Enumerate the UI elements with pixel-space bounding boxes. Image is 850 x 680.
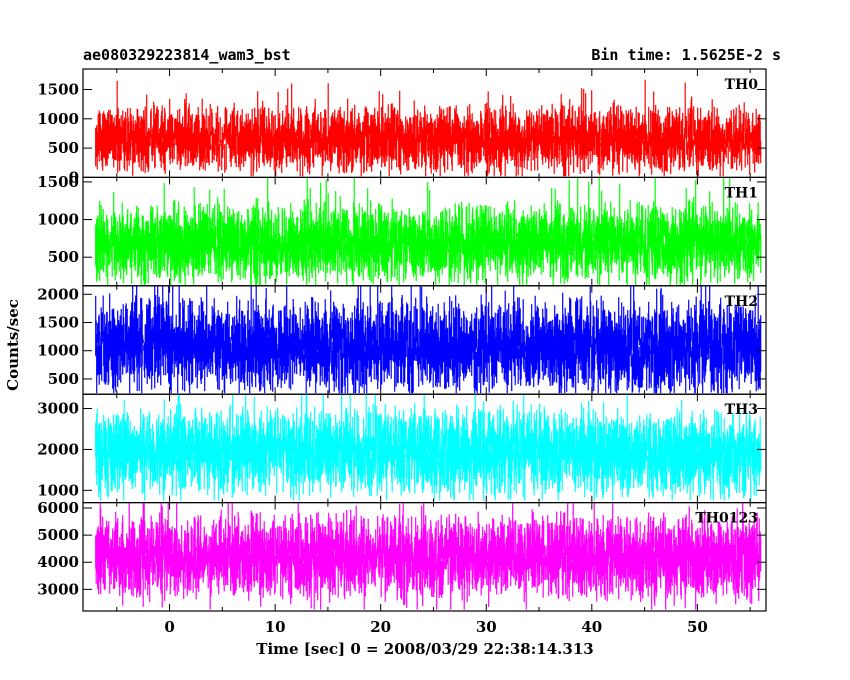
y-tick-label: 1500 xyxy=(37,173,79,191)
series-th0123 xyxy=(95,502,762,610)
x-tick-label: 30 xyxy=(476,618,497,636)
x-tick-label: 40 xyxy=(581,618,602,636)
y-tick-label: 500 xyxy=(48,370,79,388)
series-th0 xyxy=(95,79,762,177)
y-tick-label: 1500 xyxy=(37,313,79,331)
panel-label-th0123: TH0123 xyxy=(695,511,758,527)
chart-title: ae080329223814_wam3_bst xyxy=(83,46,291,64)
panel-th2: 500 1000 1500 2000 TH2 xyxy=(37,285,767,395)
series-th3 xyxy=(95,394,762,501)
panel-frame xyxy=(82,502,767,612)
panel-label-th2: TH2 xyxy=(725,294,758,310)
y-tick-label: 1000 xyxy=(37,481,79,499)
y-tick-label: 5000 xyxy=(37,526,79,544)
y-tick-label: 3000 xyxy=(37,400,79,418)
y-tick-label: 2000 xyxy=(37,440,79,458)
y-tick-label: 6000 xyxy=(37,499,79,517)
y-tick-label: 0 xyxy=(69,168,79,186)
y-tick-label: 1000 xyxy=(37,211,79,229)
series-th2 xyxy=(95,285,762,394)
y-tick-label: 4000 xyxy=(37,553,79,571)
y-tick-label: 2000 xyxy=(37,285,79,303)
x-tick-label: 50 xyxy=(687,618,708,636)
x-tick-label: 20 xyxy=(370,618,391,636)
x-tick-label: 10 xyxy=(265,618,286,636)
y-tick-label: 1000 xyxy=(37,342,79,360)
panel-th1: 500 1000 1500 TH1 xyxy=(37,173,767,287)
panel-th0123: 3000 4000 5000 6000 TH0123 xyxy=(37,499,767,612)
y-tick-label: 1500 xyxy=(37,81,79,99)
panel-label-th3: TH3 xyxy=(725,402,758,418)
x-axis-label: Time [sec] 0 = 2008/03/29 22:38:14.313 xyxy=(256,640,593,658)
bin-time-label: Bin time: 1.5625E-2 s xyxy=(591,46,781,64)
y-tick-label: 3000 xyxy=(37,580,79,598)
series-th1 xyxy=(95,177,762,285)
y-axis-label: Counts/sec xyxy=(4,299,22,391)
y-tick-label: 1000 xyxy=(37,110,79,128)
y-tick-label: 500 xyxy=(48,248,79,266)
panel-label-th0: TH0 xyxy=(725,77,759,93)
x-tick-label: 0 xyxy=(164,618,174,636)
panel-th0: 0 500 1000 1500 TH0 xyxy=(37,68,767,186)
panel-th3: 1000 2000 3000 TH3 xyxy=(37,393,767,504)
panel-label-th1: TH1 xyxy=(725,185,758,201)
y-tick-label: 500 xyxy=(48,139,79,157)
